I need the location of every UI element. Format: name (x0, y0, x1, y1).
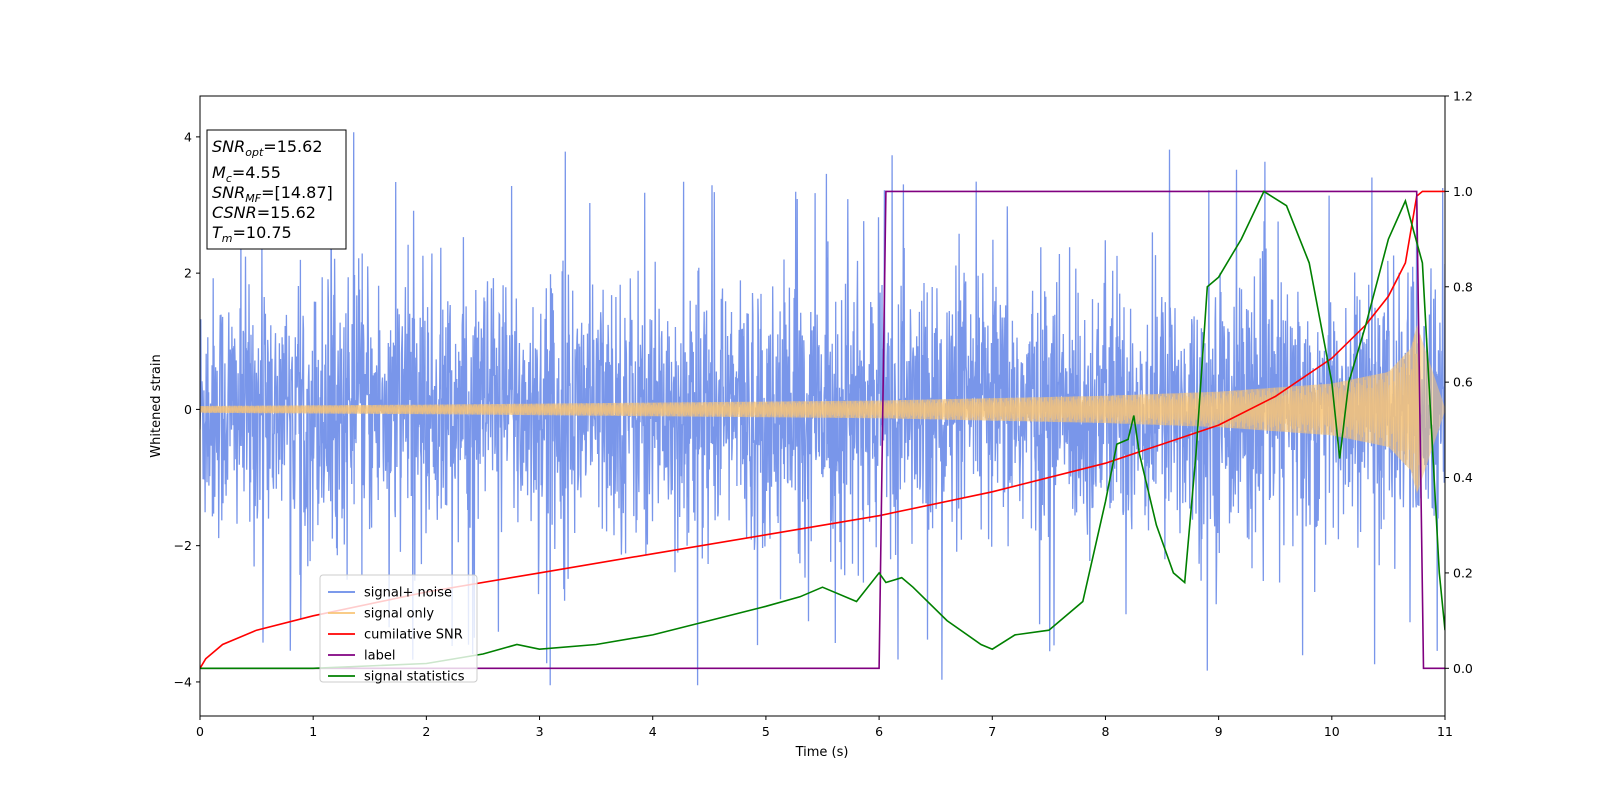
series-signal-noise (200, 132, 1445, 686)
legend-label: signal only (364, 607, 434, 622)
y2-tick-label: 0.6 (1453, 375, 1473, 390)
annotation-csnr: CSNR=15.62 (212, 203, 316, 222)
plot-area (200, 132, 1445, 686)
x-tick-label: 2 (422, 724, 430, 739)
series-signal-statistics (200, 190, 1445, 670)
annotation-mc: Mc=4.55 (212, 163, 281, 185)
legend-label: signal statistics (364, 670, 465, 685)
legend-label: signal+ noise (364, 586, 452, 601)
y2-tick-label: 1.2 (1453, 89, 1473, 104)
series-label (200, 190, 1445, 670)
y-tick-label: 2 (184, 266, 192, 281)
y2-tick-label: 0.8 (1453, 279, 1473, 294)
y2-tick-label: 0.4 (1453, 470, 1473, 485)
x-tick-label: 9 (1215, 724, 1223, 739)
y-tick-label: 4 (184, 129, 192, 144)
y-axis-right: 1.2 1.0 0.8 0.6 0.4 0.2 0.0 (1445, 89, 1473, 676)
legend-label: cumilative SNR (364, 628, 463, 643)
legend: signal+ noise signal only cumilative SNR la… (319, 574, 478, 685)
annotation-tm: Tm=10.75 (212, 223, 292, 245)
x-axis: 0 1 2 3 4 5 6 7 8 9 10 11 (196, 716, 1453, 739)
y2-tick-label: 0.2 (1453, 565, 1473, 580)
y-tick-label: −4 (174, 674, 192, 689)
x-tick-label: 5 (762, 724, 770, 739)
series-cumilative-snr (200, 190, 1445, 669)
y-axis-label: Whitened strain (149, 354, 164, 457)
x-tick-label: 7 (988, 724, 996, 739)
x-tick-label: 4 (649, 724, 657, 739)
legend-label: label (364, 649, 395, 664)
y-axis-left: 4 2 0 −2 −4 (174, 129, 200, 689)
annotation-snr-mf: SNRMF=[14.87] (212, 183, 333, 205)
x-tick-label: 3 (536, 724, 544, 739)
x-tick-label: 8 (1101, 724, 1109, 739)
x-tick-label: 10 (1324, 724, 1340, 739)
annotation-snr-opt: SNRopt=15.62 (212, 137, 323, 159)
y-tick-label: −2 (174, 538, 192, 553)
x-tick-label: 1 (309, 724, 317, 739)
plot-frame (199, 95, 1446, 717)
y2-tick-label: 1.0 (1453, 184, 1473, 199)
y2-tick-label: 0.0 (1453, 661, 1473, 676)
x-axis-label: Time (s) (795, 745, 849, 760)
y-tick-label: 0 (184, 402, 192, 417)
x-tick-label: 0 (196, 724, 204, 739)
x-tick-label: 6 (875, 724, 883, 739)
annotation-box: SNRopt=15.62 Mc=4.55 SNRMF=[14.87] CSNR=… (206, 129, 347, 250)
x-tick-label: 11 (1437, 724, 1453, 739)
